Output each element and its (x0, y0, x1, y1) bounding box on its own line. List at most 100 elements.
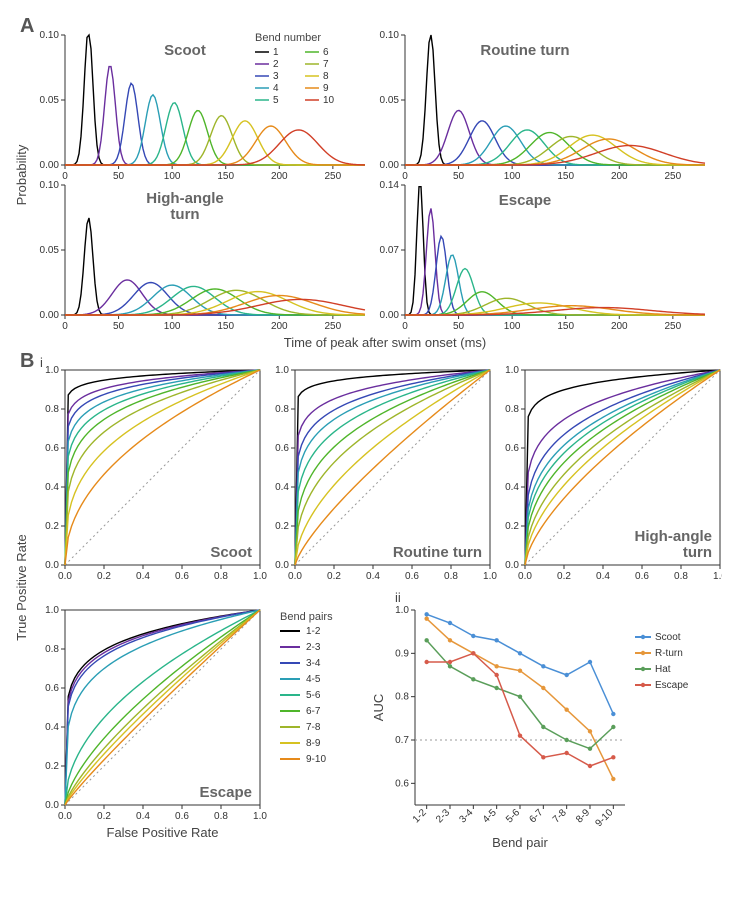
svg-text:turn: turn (683, 544, 712, 561)
svg-text:250: 250 (665, 171, 682, 182)
roc-routine-turn: 0.00.20.40.60.81.00.00.20.40.60.81.0Rout… (275, 365, 497, 582)
svg-text:5-6: 5-6 (504, 807, 522, 825)
roc-scoot: 0.00.20.40.60.81.00.00.20.40.60.81.0Scoo… (45, 365, 267, 582)
auc-chart: 0.60.70.80.91.01-22-33-44-55-66-77-88-99… (371, 605, 689, 850)
svg-text:turn: turn (170, 206, 199, 223)
svg-text:0.6: 0.6 (45, 443, 59, 454)
legend-bend-1: 1 (273, 47, 279, 58)
svg-text:150: 150 (557, 171, 574, 182)
legend-bend-3: 3 (273, 71, 279, 82)
legend-pair-5-6: 5-6 (306, 690, 321, 701)
legend-bend-7: 7 (323, 59, 329, 70)
svg-text:0.4: 0.4 (275, 482, 289, 493)
svg-text:250: 250 (325, 321, 342, 332)
svg-text:0.0: 0.0 (45, 560, 59, 571)
svg-text:0.8: 0.8 (444, 571, 458, 582)
density-high-angle-turn: 0501001502002500.000.050.10High-angletur… (40, 180, 365, 332)
curve-bend-6 (405, 133, 705, 165)
svg-text:0.4: 0.4 (136, 811, 150, 822)
svg-text:4-5: 4-5 (481, 807, 499, 825)
legend-pair-4-5: 4-5 (306, 674, 321, 685)
panel-b-i: i (40, 355, 43, 370)
auc-series-Scoot (427, 614, 614, 714)
svg-text:0: 0 (62, 321, 68, 332)
svg-text:0.0: 0.0 (58, 811, 72, 822)
svg-text:0.8: 0.8 (214, 571, 228, 582)
chart-title: Scoot (164, 42, 206, 59)
svg-text:0.6: 0.6 (405, 571, 419, 582)
legend-pair-2-3: 2-3 (306, 642, 321, 653)
chart-title: Routine turn (480, 42, 569, 59)
svg-text:1.0: 1.0 (45, 365, 59, 376)
svg-text:0.0: 0.0 (58, 571, 72, 582)
svg-text:0.05: 0.05 (40, 245, 60, 256)
svg-text:200: 200 (271, 321, 288, 332)
curve-bend-2 (65, 67, 365, 165)
svg-text:9-10: 9-10 (594, 807, 616, 829)
curve-bend-4 (405, 126, 705, 165)
legend-bend-8: 8 (323, 71, 329, 82)
curve-bend-5 (65, 103, 365, 165)
svg-text:0.0: 0.0 (518, 571, 532, 582)
svg-text:1.0: 1.0 (505, 365, 519, 376)
svg-text:0.6: 0.6 (505, 443, 519, 454)
svg-text:0.7: 0.7 (395, 735, 409, 746)
svg-text:0.2: 0.2 (45, 761, 59, 772)
chart-title: High-angle (146, 190, 224, 207)
panel-a-xlabel: Time of peak after swim onset (ms) (284, 335, 487, 350)
svg-text:0: 0 (402, 171, 408, 182)
svg-text:0.00: 0.00 (380, 160, 400, 171)
panel-b-xlabel: False Positive Rate (107, 825, 219, 840)
curve-bend-5 (405, 130, 705, 165)
svg-text:0.6: 0.6 (175, 811, 189, 822)
panel-b-ii: ii (395, 590, 401, 605)
auc-legend-Scoot: Scoot (655, 632, 681, 643)
svg-text:3-4: 3-4 (457, 807, 475, 825)
svg-text:0.8: 0.8 (674, 571, 688, 582)
svg-text:7-8: 7-8 (551, 807, 569, 825)
panel-a-ylabel: Probability (14, 144, 29, 205)
svg-text:AUC: AUC (371, 694, 386, 721)
svg-text:0: 0 (62, 171, 68, 182)
svg-text:0.8: 0.8 (505, 404, 519, 415)
legend-bend-9: 9 (323, 83, 329, 94)
svg-text:0.2: 0.2 (45, 521, 59, 532)
svg-text:0.2: 0.2 (327, 571, 341, 582)
chart-title: Escape (499, 192, 552, 209)
svg-text:0.4: 0.4 (505, 482, 519, 493)
density-routine-turn: 0501001502002500.000.050.10Routine turn (380, 30, 705, 182)
svg-text:250: 250 (665, 321, 682, 332)
legend-bend-4: 4 (273, 83, 279, 94)
curve-bend-2 (405, 208, 705, 315)
svg-text:1.0: 1.0 (483, 571, 497, 582)
svg-text:0.8: 0.8 (275, 404, 289, 415)
curve-bend-3 (405, 236, 705, 315)
svg-text:8-9: 8-9 (574, 807, 592, 825)
svg-text:0.00: 0.00 (40, 160, 60, 171)
legend-bend-2: 2 (273, 59, 279, 70)
svg-text:0.10: 0.10 (40, 180, 60, 191)
curve-bend-10 (65, 130, 365, 165)
svg-text:150: 150 (557, 321, 574, 332)
svg-text:0.10: 0.10 (40, 30, 60, 41)
auc-legend-Hat: Hat (655, 664, 671, 675)
svg-text:0.07: 0.07 (380, 245, 400, 256)
legend-pair-9-10: 9-10 (306, 754, 326, 765)
svg-text:0.8: 0.8 (45, 644, 59, 655)
svg-text:0.2: 0.2 (97, 811, 111, 822)
bend-legend-title: Bend number (255, 32, 321, 44)
legend-bend-10: 10 (323, 95, 335, 106)
roc-title: Escape (199, 784, 252, 801)
legend-pair-6-7: 6-7 (306, 706, 321, 717)
panel-b-label: B (20, 350, 34, 372)
curve-bend-6 (65, 111, 365, 165)
svg-text:0.4: 0.4 (45, 722, 59, 733)
svg-text:0.2: 0.2 (97, 571, 111, 582)
svg-text:1.0: 1.0 (395, 605, 409, 616)
svg-text:0.10: 0.10 (380, 30, 400, 41)
bend-pairs-legend-title: Bend pairs (280, 611, 333, 623)
svg-text:0.0: 0.0 (288, 571, 302, 582)
svg-text:0: 0 (402, 321, 408, 332)
svg-text:100: 100 (504, 171, 521, 182)
svg-text:0.14: 0.14 (380, 180, 400, 191)
